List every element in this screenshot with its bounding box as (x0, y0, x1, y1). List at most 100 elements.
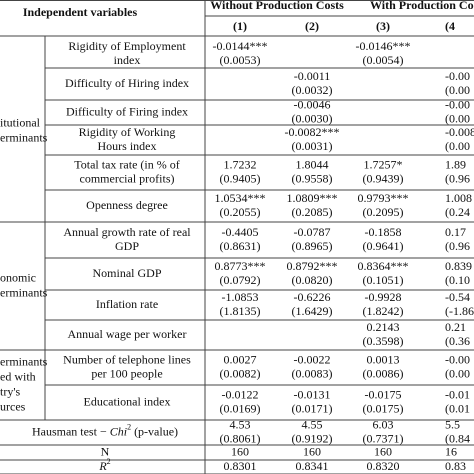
cell-value: (0.8965) (292, 239, 333, 253)
cell-value: -0.54 (445, 290, 470, 304)
group-label: try's (0, 384, 20, 398)
row-label: Openness degree (86, 198, 168, 212)
cell-value: (0.0082) (220, 366, 261, 380)
row-label: Rigidity of Working (79, 125, 176, 139)
cell-value: -0.0046 (294, 97, 331, 111)
cell-value: -0.4405 (222, 225, 259, 239)
cell-value: 1.8044 (296, 157, 329, 171)
cell-value: -0.6226 (294, 290, 331, 304)
cell-value: (0.00 (445, 366, 470, 380)
cell-value: 0.8320 (367, 459, 400, 473)
row-label: R2 (98, 457, 110, 473)
row-label: Hausman test − Chi2 (p-value) (32, 422, 178, 438)
header-group: With Production Co (370, 0, 474, 12)
header-title: Independent variables (23, 5, 138, 19)
cell-value: (0.9405) (220, 171, 261, 185)
row-label: Hours index (98, 139, 157, 153)
cell-value: (0.10 (445, 273, 470, 287)
cell-value: 1.0809*** (287, 191, 338, 205)
cell-value: 0.839 (445, 259, 472, 273)
cell-value: 0.0013 (367, 352, 400, 366)
cell-value: (-1.86 (445, 304, 474, 318)
label-part: Chi (110, 424, 127, 438)
cell-value: 16 (445, 444, 457, 458)
row-label: Difficulty of Firing index (66, 104, 188, 118)
cell-value: (1.8135) (220, 304, 261, 318)
cell-value: 0.8364*** (358, 259, 409, 273)
cell-value: -0.00 (445, 352, 470, 366)
cell-value: 1.0534*** (215, 191, 266, 205)
cell-value: (0.1051) (363, 273, 404, 287)
cell-value: (0.0171) (292, 401, 333, 415)
cell-value: (0.8631) (220, 239, 261, 253)
column-header: (4 (445, 19, 455, 33)
cell-value: 1.7257* (364, 157, 403, 171)
cell-value: -0.0175 (365, 387, 402, 401)
group-label: onomic (0, 270, 36, 284)
cell-value: (0.2085) (292, 205, 333, 219)
row-label: commercial profits) (80, 171, 175, 185)
cell-value: -0.00 (445, 69, 470, 83)
row-label: Rigidity of Employment (68, 39, 186, 53)
cell-value: 0.17 (445, 225, 466, 239)
group-label: erminants (0, 130, 48, 144)
cell-value: 4.53 (230, 417, 251, 431)
cell-value: 4.55 (302, 417, 323, 431)
cell-value: -0.0082*** (285, 125, 340, 139)
column-header: (2) (305, 19, 319, 33)
row-label: Nominal GDP (93, 266, 162, 280)
cell-value: -0.0122 (222, 387, 259, 401)
cell-value: (0.01 (445, 401, 470, 415)
cell-value: (1.8242) (363, 304, 404, 318)
cell-value: (0.84 (445, 431, 470, 445)
cell-value: 160 (374, 444, 392, 458)
cell-value: -0.00 (445, 97, 470, 111)
cell-value: -0.0022 (294, 352, 331, 366)
cell-value: 0.8792*** (287, 259, 338, 273)
label-part: R (98, 459, 107, 473)
row-label: Annual wage per worker (68, 327, 187, 341)
header-group: Without Production Costs (210, 0, 344, 12)
cell-value: -0.9928 (365, 290, 402, 304)
row-label: Total tax rate (in % of (74, 157, 179, 171)
cell-value: (0.2095) (363, 205, 404, 219)
label-part: (p-value) (131, 424, 178, 438)
cell-value: -0.0082 (445, 125, 474, 139)
label-part: N (101, 444, 110, 458)
cell-value: (1.6429) (292, 304, 333, 318)
cell-value: (0.00 (445, 139, 470, 153)
label-part: Hausman test − (32, 424, 110, 438)
row-label: Annual growth rate of real (63, 225, 191, 239)
cell-value: -0.0011 (294, 69, 331, 83)
cell-value: 0.8773*** (215, 259, 266, 273)
row-label: Educational index (84, 394, 171, 408)
cell-value: 160 (231, 444, 249, 458)
group-label: itutional (0, 115, 41, 129)
cell-value: 0.9793*** (358, 191, 409, 205)
cell-value: 6.03 (373, 417, 394, 431)
cell-value: (0.0031) (292, 139, 333, 153)
cell-value: 1.89 (445, 157, 466, 171)
cell-value: (0.36 (445, 334, 470, 348)
column-header: (3) (376, 19, 390, 33)
cell-value: (0.8061) (220, 431, 261, 445)
cell-value: -0.0146*** (356, 39, 411, 53)
cell-value: (0.9641) (363, 239, 404, 253)
cell-value: -0.1858 (365, 225, 402, 239)
label-part: 2 (127, 422, 131, 431)
cell-value: (0.0175) (363, 401, 404, 415)
group-label: erminants (0, 285, 48, 299)
cell-value: (0.0030) (292, 111, 333, 125)
group-label: urces (0, 399, 26, 413)
cell-value: (0.9558) (292, 171, 333, 185)
cell-value: (0.00 (445, 111, 470, 125)
cell-value: -1.0853 (222, 290, 259, 304)
cell-value: (0.9192) (292, 431, 333, 445)
cell-value: (0.0792) (220, 273, 261, 287)
cell-value: (0.0820) (292, 273, 333, 287)
cell-value: (0.3598) (363, 334, 404, 348)
cell-value: (0.0032) (292, 83, 333, 97)
cell-value: 0.8341 (296, 459, 329, 473)
